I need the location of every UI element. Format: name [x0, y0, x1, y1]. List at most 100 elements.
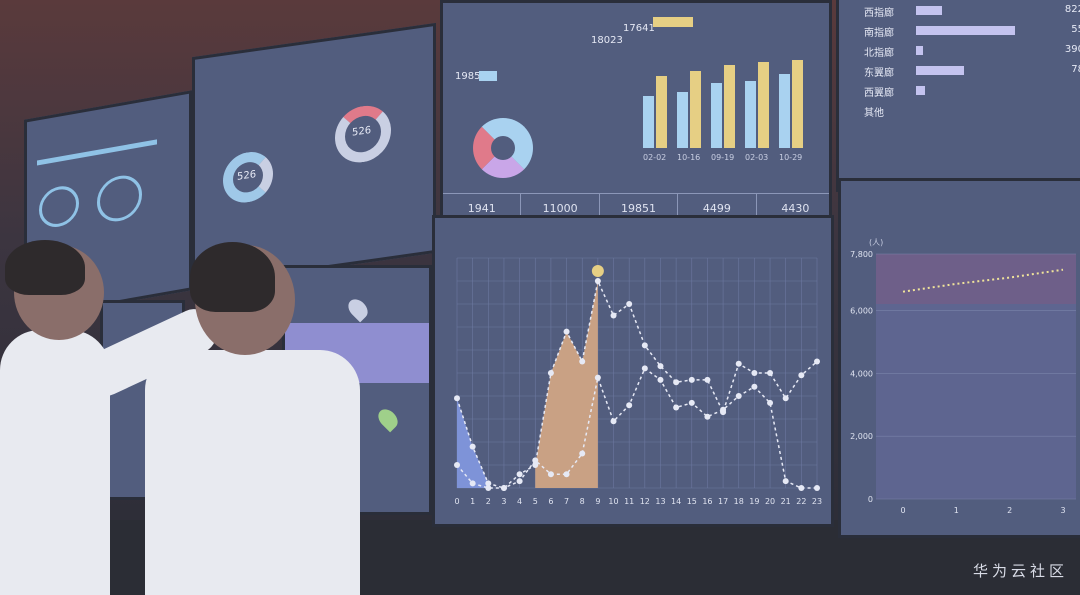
footer-stat-value: 1941 — [467, 202, 496, 215]
data-point — [547, 370, 554, 376]
data-point — [547, 471, 554, 478]
x-tick: 15 — [687, 497, 697, 506]
bar-category-label: 10-29 — [779, 153, 803, 162]
progress-bar — [653, 17, 693, 27]
stat-value: 18023 — [591, 35, 623, 46]
hourly-line-chart-panel: 0 1 2 3 4 5 6 7 8 9 10 11 12 13 14 15 16 17 18 19 20 21 22 23 — [432, 215, 834, 527]
series-line — [902, 268, 1064, 293]
x-tick: 8 — [580, 497, 585, 506]
data-point — [626, 402, 633, 409]
peak-area — [535, 281, 598, 488]
x-tick: 4 — [517, 497, 522, 506]
x-tick: 13 — [655, 497, 665, 506]
data-point — [814, 358, 820, 365]
gauge-icon — [39, 183, 79, 231]
bar — [656, 76, 667, 148]
x-tick: 18 — [734, 497, 744, 506]
row-label: 西指廊 — [864, 8, 894, 19]
map-pin-icon — [374, 405, 402, 433]
stats-panel: 18023 17641 19851 02-02 10-16 09-19 02-03 10… — [440, 0, 832, 250]
data-point — [688, 376, 695, 383]
person-right-hair — [190, 242, 275, 312]
bar — [690, 70, 701, 148]
x-tick: 6 — [548, 497, 553, 506]
x-tick: 7 — [564, 497, 569, 506]
data-point — [579, 358, 586, 365]
bar-chart: 02-02 10-16 09-19 02-03 10-29 — [643, 58, 813, 162]
data-point — [532, 457, 539, 464]
data-point — [782, 395, 789, 402]
data-point — [454, 462, 460, 468]
row-bar — [916, 6, 942, 15]
data-point — [751, 383, 758, 390]
data-point — [767, 370, 774, 376]
bar — [711, 83, 722, 148]
row-bar — [916, 66, 964, 75]
data-point — [657, 363, 664, 370]
bar — [758, 61, 769, 148]
x-tick: 9 — [595, 497, 600, 506]
data-point — [610, 312, 617, 319]
x-tick: 12 — [640, 497, 650, 506]
row-bar — [916, 86, 925, 95]
x-tick: 1 — [954, 506, 959, 515]
data-point — [532, 462, 539, 468]
data-point — [485, 485, 492, 491]
x-tick: 0 — [454, 497, 459, 506]
data-point — [782, 478, 789, 485]
y-tick: 4,000 — [850, 369, 873, 378]
row-value: 390 — [1064, 44, 1080, 55]
data-point — [594, 374, 601, 381]
data-point — [500, 485, 507, 491]
data-point — [720, 406, 727, 413]
footer-stat-value: 4499 — [702, 202, 731, 215]
footer-stat-value: 4430 — [781, 202, 810, 215]
data-point — [751, 370, 758, 376]
map-pin-icon — [344, 295, 372, 323]
data-point — [641, 365, 648, 372]
bar-category-label: 02-03 — [745, 153, 769, 162]
band — [876, 254, 1076, 304]
distribution-chart-panel: (人) 7,800 6,000 4,000 2,000 0 0 1 2 3 — [838, 178, 1080, 538]
data-point — [516, 471, 523, 478]
data-point — [516, 478, 523, 485]
data-point — [610, 418, 617, 425]
row-bar — [916, 46, 923, 55]
x-tick: 22 — [796, 497, 806, 506]
data-point — [485, 480, 492, 487]
series-line — [456, 367, 817, 489]
data-point — [579, 450, 586, 457]
y-tick: 2,000 — [850, 432, 873, 441]
bar-category-label: 09-19 — [711, 153, 735, 162]
x-tick: 3 — [1060, 506, 1065, 515]
data-point — [563, 328, 570, 335]
series-line — [456, 278, 818, 489]
data-point — [704, 376, 711, 383]
progress-bar — [37, 139, 157, 166]
bar — [724, 65, 735, 148]
data-point — [563, 471, 570, 478]
footer-stat-value: 11000 — [542, 202, 578, 215]
y-tick: 0 — [868, 495, 873, 504]
person-left-hair — [5, 240, 85, 295]
data-point — [673, 404, 680, 411]
bar-category-label: 10-16 — [677, 153, 701, 162]
x-tick: 10 — [608, 497, 618, 506]
y-tick: 6,000 — [850, 307, 873, 316]
bar — [779, 74, 790, 148]
x-tick: 17 — [718, 497, 728, 506]
data-point — [798, 372, 805, 379]
stat-value: 17641 — [623, 23, 655, 34]
unit-label: (人) — [869, 238, 884, 247]
bar — [643, 95, 654, 148]
data-point — [814, 485, 820, 491]
progress-bar — [479, 71, 497, 81]
data-point — [673, 379, 680, 386]
x-tick: 16 — [702, 497, 712, 506]
x-tick: 2 — [1007, 506, 1012, 515]
data-point — [469, 443, 476, 450]
data-point — [704, 413, 711, 420]
x-tick: 1 — [470, 497, 475, 506]
row-label: 南指廊 — [864, 28, 894, 39]
row-value: 55 — [1071, 24, 1080, 35]
